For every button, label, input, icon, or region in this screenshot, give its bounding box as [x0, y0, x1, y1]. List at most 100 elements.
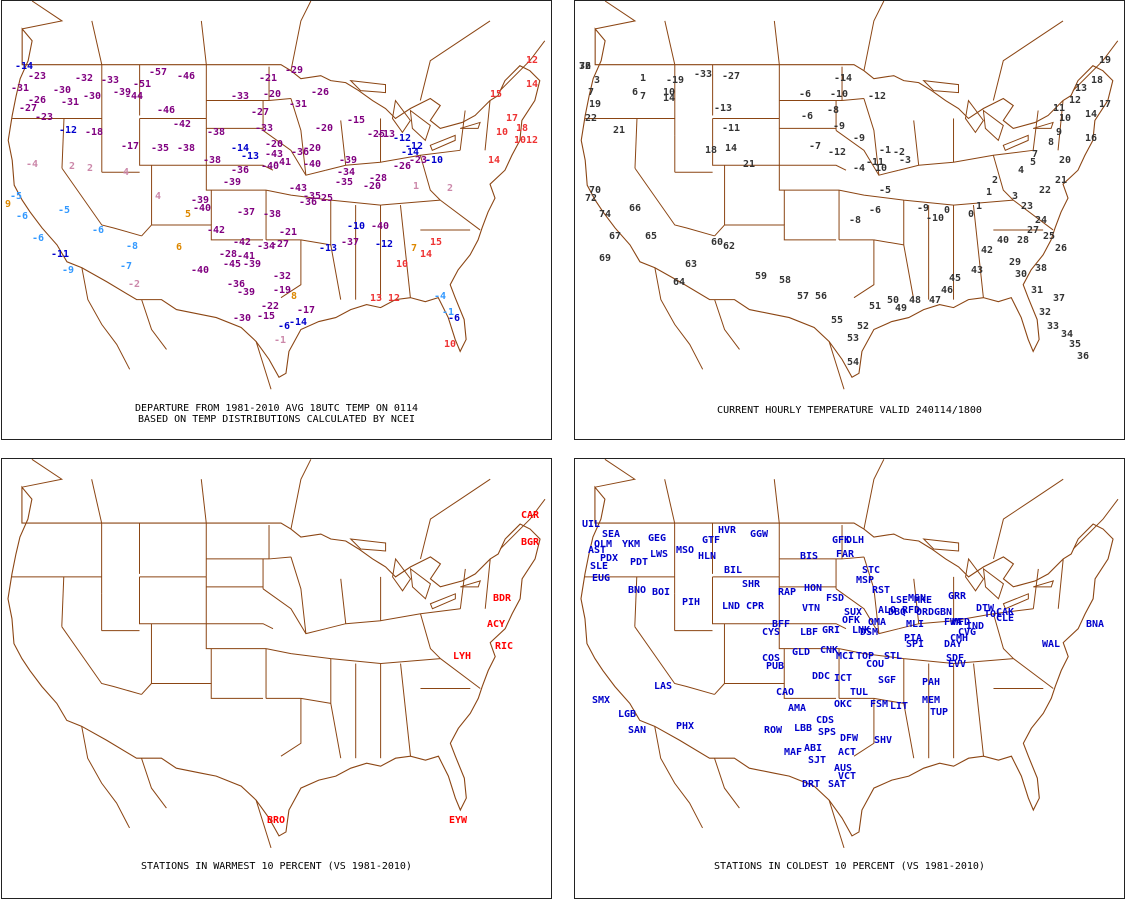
warmest-basemap	[7, 459, 546, 849]
state-boundary	[992, 613, 1014, 659]
coldest-station-label: PDX	[599, 553, 619, 564]
coldest-station-label: BIL	[723, 565, 743, 576]
current-temp-value: -3	[898, 155, 912, 166]
state-boundary	[724, 224, 837, 241]
current-temp-value: 3	[1011, 191, 1019, 202]
coldest-station-label: ALO	[877, 605, 897, 616]
us-coastline-outline	[7, 485, 541, 837]
coldest-station-label: LIT	[889, 701, 909, 712]
current-temp-value: 64	[672, 277, 686, 288]
departure-value: -1	[441, 307, 455, 318]
departure-value: -38	[176, 143, 196, 154]
current-temp-value: 36	[1076, 351, 1090, 362]
coldest-station-label: SJT	[807, 755, 827, 766]
current-temp-value: 22	[584, 113, 598, 124]
departure-value: -27	[18, 103, 38, 114]
current-temp-value: -10	[829, 89, 849, 100]
coldest-station-label: MSP	[855, 575, 875, 586]
departure-value: -26	[27, 95, 47, 106]
current-temp-value: 25	[1042, 231, 1056, 242]
current-temp-value: -8	[848, 215, 862, 226]
current-temp-value: 72	[584, 193, 598, 204]
current-temp-value: 5	[1029, 157, 1037, 168]
coldest-station-label: DAY	[943, 639, 963, 650]
current-temp-value: 6	[631, 87, 639, 98]
current-temp-value: 8	[1047, 137, 1055, 148]
great-lake-outline	[429, 593, 456, 610]
departure-value: -13	[240, 151, 260, 162]
coldest-station-label: DDC	[811, 671, 831, 682]
current-temp-value: 14	[1084, 109, 1098, 120]
current-temp-value: 21	[742, 159, 756, 170]
current-temp-value: -9	[916, 203, 930, 214]
current-temp-value: -9	[852, 133, 866, 144]
current-temp-value: 52	[856, 321, 870, 332]
current-temp-value: 48	[908, 295, 922, 306]
departure-value: -26	[310, 87, 330, 98]
departure-value: 10	[443, 339, 457, 350]
canada-coast	[21, 459, 64, 488]
coldest-station-label: CMH	[949, 633, 969, 644]
current-temp-value: 18	[704, 145, 718, 156]
state-boundary	[139, 118, 207, 166]
departure-value: -31	[60, 97, 80, 108]
current-temp-value: -6	[798, 89, 812, 100]
departure-value: -39	[112, 87, 132, 98]
current-temp-value: 47	[928, 295, 942, 306]
departure-value: 12	[387, 293, 401, 304]
departure-value: -12	[392, 133, 412, 144]
current-temp-value: -12	[867, 91, 887, 102]
province-boundary	[200, 479, 207, 524]
departure-value: -21	[278, 227, 298, 238]
current-temp-value: 23	[1020, 201, 1034, 212]
warmest-station-label: EYW	[448, 815, 468, 826]
current-temp-value: 59	[754, 271, 768, 282]
state-boundary	[340, 120, 347, 166]
canada-coast	[22, 1, 64, 30]
province-boundary	[91, 20, 103, 65]
departure-value: -33	[254, 123, 274, 134]
departure-value: -10	[346, 221, 366, 232]
departure-value: 14	[525, 79, 539, 90]
mexico-coast	[81, 267, 131, 370]
coldest-stations-panel: UIL SEA OLM AST PDX SLE EUG YKM GEG PDT LWS MSO GTF H…	[574, 458, 1125, 899]
state-boundary	[439, 199, 481, 231]
current-temp-value: 38	[1034, 263, 1048, 274]
current-temp-value: 7	[639, 91, 647, 102]
departure-value: -2	[127, 279, 141, 290]
current-temp-value: 70	[588, 185, 602, 196]
departure-value: -40	[260, 161, 280, 172]
departure-value: -38	[262, 209, 282, 220]
coldest-station-label: MAF	[783, 747, 803, 758]
departure-value: 7	[410, 243, 418, 254]
coldest-station-label: BNO	[627, 585, 647, 596]
coldest-station-label: STC	[861, 565, 881, 576]
coldest-station-label: CLE	[995, 613, 1015, 624]
coldest-station-label: OFK	[841, 615, 861, 626]
current-temp-value: 50	[886, 295, 900, 306]
departure-value: -39	[222, 177, 242, 188]
state-boundary	[853, 239, 875, 299]
warmest-station-label: BRO	[266, 815, 286, 826]
coldest-station-label: BOI	[651, 587, 671, 598]
current-temp-value: 55	[830, 315, 844, 326]
state-boundary	[1032, 110, 1039, 151]
departure-value: 12	[525, 55, 539, 66]
great-lake-outline	[965, 557, 985, 592]
coldest-station-label: COU	[865, 659, 885, 670]
coldest-station-label: GLD	[791, 647, 811, 658]
coldest-station-label: MKE	[913, 595, 933, 606]
coldest-station-label: GEG	[647, 533, 667, 544]
coldest-station-label: CAO	[775, 687, 795, 698]
coldest-station-label: LWS	[649, 549, 669, 560]
coldest-station-label: MLI	[905, 619, 925, 630]
coldest-station-label: CVG	[957, 627, 977, 638]
state-boundary	[419, 613, 441, 659]
state-boundary	[61, 167, 142, 237]
departure-value: -36	[298, 197, 318, 208]
coldest-station-label: DBQ	[887, 607, 907, 618]
coldest-station-label: TUP	[929, 707, 949, 718]
departure-value: -45	[222, 259, 242, 270]
departure-value: 13	[369, 293, 383, 304]
current-temp-value: -2	[892, 147, 906, 158]
